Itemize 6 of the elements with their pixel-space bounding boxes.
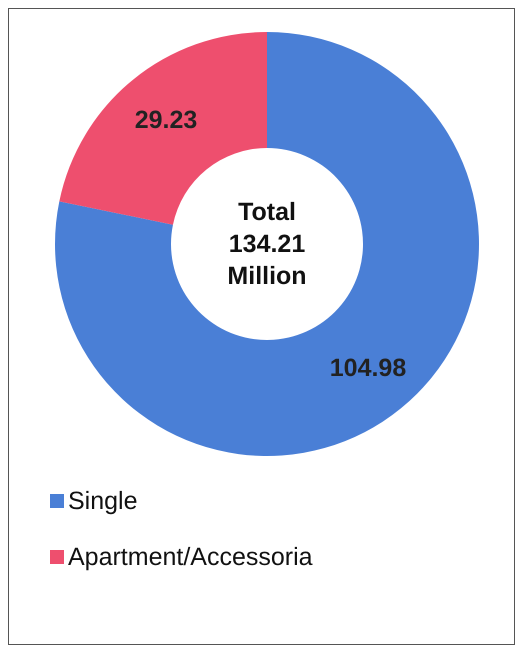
data-label: 104.98 [330, 354, 406, 382]
donut-slice [55, 32, 479, 456]
data-label: 29.23 [134, 106, 198, 134]
legend-label: Apartment/Accessoria [68, 543, 313, 571]
legend-label: Single [68, 487, 138, 515]
text: Total 134.21 Million [227, 198, 307, 290]
